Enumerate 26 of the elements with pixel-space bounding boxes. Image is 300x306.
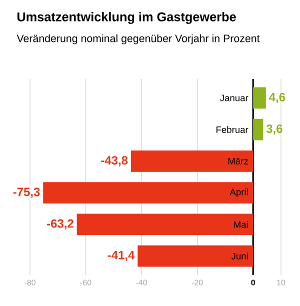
x-tick-label: -80 <box>24 280 36 286</box>
x-tick-label: 0 <box>251 280 255 286</box>
bar <box>138 245 254 267</box>
data-label: -75,3 <box>13 188 40 198</box>
x-tick-label: -60 <box>80 280 92 286</box>
data-label: 4,6 <box>269 92 286 104</box>
bar <box>253 118 264 140</box>
y-tick-label: April <box>230 188 248 198</box>
data-label: -43,8 <box>101 156 128 166</box>
data-label: 3,6 <box>266 124 282 135</box>
y-tick-label: Mai <box>234 221 248 228</box>
y-tick-label: März <box>228 158 248 164</box>
x-tick-label: -40 <box>136 280 148 286</box>
bar <box>130 150 254 172</box>
x-tick-label: 10 <box>277 280 286 286</box>
bar <box>253 87 266 109</box>
y-tick-label: Februar <box>216 126 248 133</box>
bar <box>76 214 254 236</box>
bar <box>43 182 254 204</box>
chart-subtitle: Veränderung nominal gegenüber Vorjahr in Prozent <box>16 34 260 44</box>
data-label: -41,4 <box>108 250 135 262</box>
y-tick-label: Januar <box>220 94 248 102</box>
chart-title: Umsatzentwicklung im Gastgewerbe <box>17 12 236 24</box>
x-tick-label: -20 <box>192 280 203 286</box>
y-tick-label: Juni <box>231 252 248 260</box>
data-label: -63,2 <box>47 219 74 230</box>
